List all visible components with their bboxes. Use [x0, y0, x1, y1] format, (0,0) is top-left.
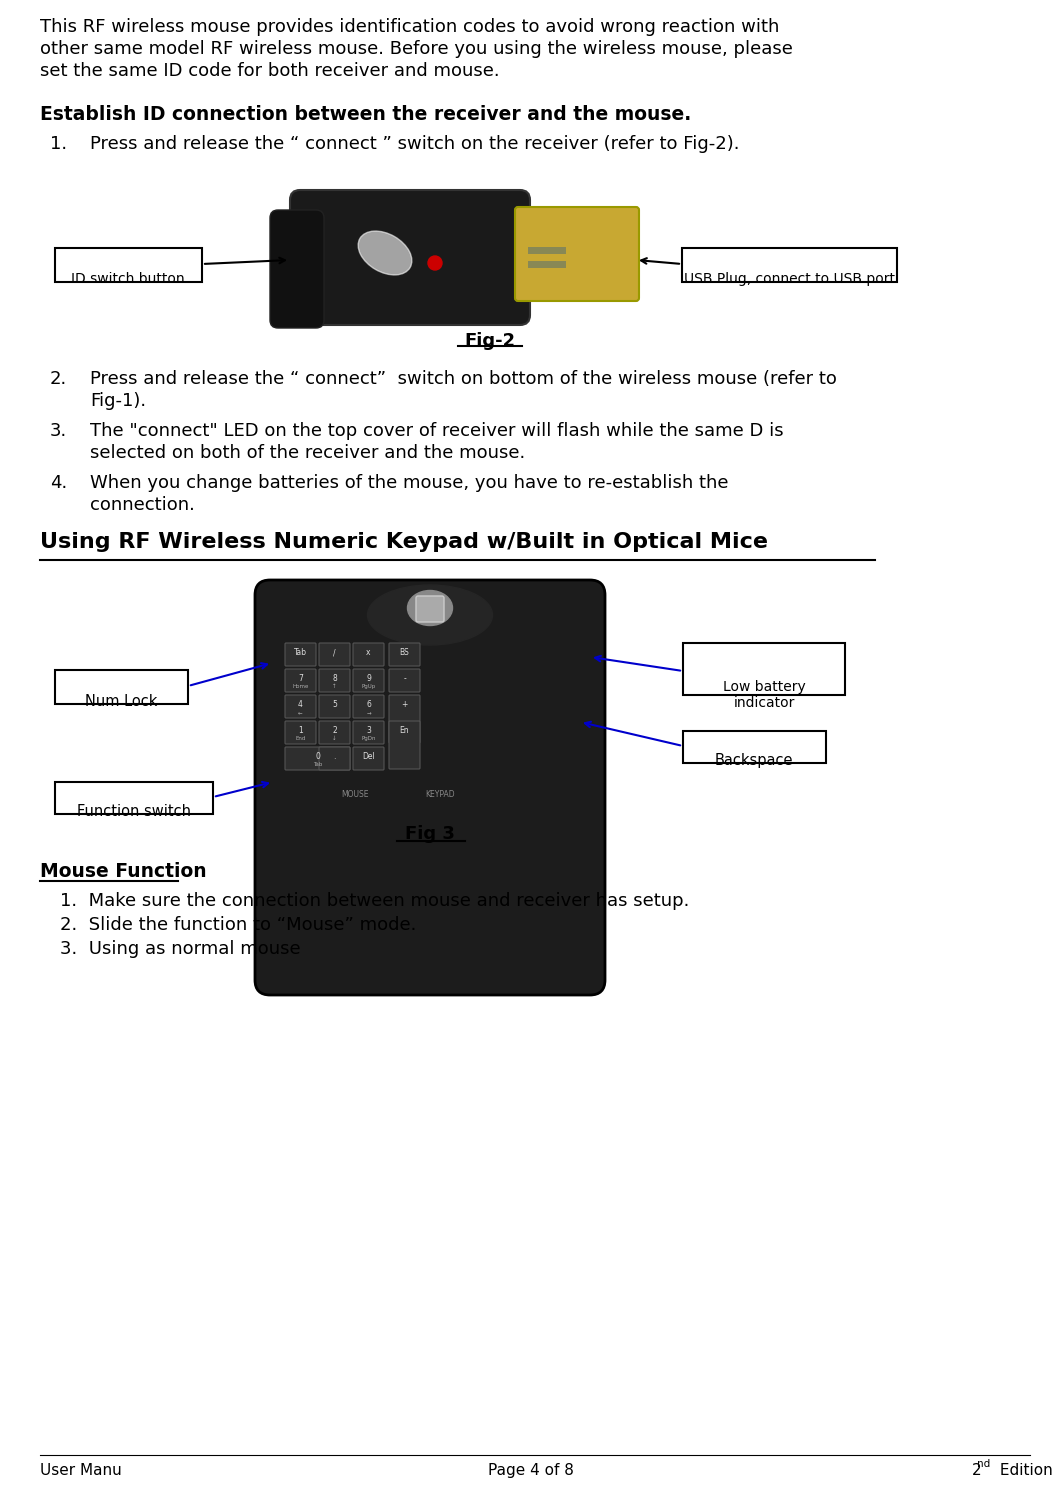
- Text: connection.: connection.: [90, 497, 195, 515]
- Text: 2.: 2.: [50, 370, 67, 388]
- Text: /: /: [333, 648, 336, 657]
- Text: Press and release the “ connect”  switch on bottom of the wireless mouse (refer : Press and release the “ connect” switch …: [90, 370, 837, 388]
- FancyBboxPatch shape: [353, 694, 384, 718]
- FancyBboxPatch shape: [319, 642, 350, 666]
- Text: .: .: [334, 752, 336, 761]
- FancyBboxPatch shape: [285, 746, 350, 770]
- Text: This RF wireless mouse provides identification codes to avoid wrong reaction wit: This RF wireless mouse provides identifi…: [40, 18, 779, 36]
- Text: PgUp: PgUp: [361, 684, 375, 688]
- Bar: [528, 262, 566, 268]
- Text: Establish ID connection between the receiver and the mouse.: Establish ID connection between the rece…: [40, 106, 691, 123]
- Text: User Manu: User Manu: [40, 1463, 122, 1478]
- Text: Tab: Tab: [294, 648, 307, 657]
- FancyBboxPatch shape: [684, 732, 826, 763]
- Text: PgDn: PgDn: [361, 736, 375, 741]
- Text: 0: 0: [315, 752, 320, 761]
- Text: End: End: [296, 736, 306, 741]
- Text: 8: 8: [332, 674, 337, 683]
- FancyBboxPatch shape: [416, 596, 444, 622]
- Text: Fig 3: Fig 3: [405, 825, 455, 843]
- Text: 5: 5: [332, 700, 337, 709]
- FancyBboxPatch shape: [514, 207, 639, 300]
- Text: Page 4 of 8: Page 4 of 8: [488, 1463, 574, 1478]
- Text: Using RF Wireless Numeric Keypad w/Built in Optical Mice: Using RF Wireless Numeric Keypad w/Built…: [40, 532, 767, 552]
- Text: Mouse Function: Mouse Function: [40, 862, 206, 880]
- FancyBboxPatch shape: [270, 210, 324, 329]
- Text: +: +: [402, 700, 408, 709]
- Text: Function switch: Function switch: [77, 804, 191, 819]
- Text: Backspace: Backspace: [714, 752, 793, 767]
- Text: 6: 6: [366, 700, 371, 709]
- FancyBboxPatch shape: [55, 671, 188, 703]
- Text: nd: nd: [977, 1459, 991, 1469]
- Text: ID switch button: ID switch button: [71, 272, 185, 286]
- Text: KEYPAD: KEYPAD: [425, 790, 455, 799]
- Text: selected on both of the receiver and the mouse.: selected on both of the receiver and the…: [90, 445, 525, 462]
- FancyBboxPatch shape: [353, 721, 384, 744]
- FancyBboxPatch shape: [319, 694, 350, 718]
- FancyBboxPatch shape: [319, 721, 350, 744]
- Text: Del: Del: [362, 752, 375, 761]
- Text: Press and release the “ connect ” switch on the receiver (refer to Fig-2).: Press and release the “ connect ” switch…: [90, 135, 740, 153]
- Text: Tab: Tab: [313, 761, 322, 767]
- FancyBboxPatch shape: [684, 642, 845, 694]
- FancyBboxPatch shape: [285, 642, 316, 666]
- FancyBboxPatch shape: [353, 669, 384, 691]
- Ellipse shape: [368, 584, 492, 645]
- FancyBboxPatch shape: [389, 694, 420, 744]
- FancyBboxPatch shape: [55, 782, 213, 813]
- Text: Home: Home: [292, 684, 308, 688]
- Text: 2.  Slide the function to “Mouse” mode.: 2. Slide the function to “Mouse” mode.: [60, 916, 417, 934]
- Text: BS: BS: [400, 648, 409, 657]
- Text: ←: ←: [299, 709, 303, 715]
- Text: Low battery
indicator: Low battery indicator: [723, 680, 806, 711]
- Ellipse shape: [358, 230, 411, 275]
- FancyBboxPatch shape: [353, 746, 384, 770]
- Text: When you change batteries of the mouse, you have to re-establish the: When you change batteries of the mouse, …: [90, 474, 728, 492]
- Text: →: →: [366, 709, 371, 715]
- Text: Num Lock: Num Lock: [85, 694, 157, 709]
- FancyBboxPatch shape: [319, 669, 350, 691]
- Text: 3: 3: [366, 726, 371, 735]
- Text: 4: 4: [298, 700, 303, 709]
- Text: Fig-1).: Fig-1).: [90, 393, 146, 410]
- Text: ↑: ↑: [332, 684, 337, 688]
- FancyBboxPatch shape: [319, 746, 350, 770]
- Text: -: -: [403, 674, 406, 683]
- Text: 3.  Using as normal mouse: 3. Using as normal mouse: [60, 940, 301, 958]
- Text: 2: 2: [332, 726, 337, 735]
- FancyBboxPatch shape: [389, 669, 420, 691]
- FancyBboxPatch shape: [389, 721, 420, 769]
- Text: En: En: [400, 726, 409, 735]
- FancyBboxPatch shape: [285, 669, 316, 691]
- Circle shape: [428, 256, 442, 271]
- Text: MOUSE: MOUSE: [341, 790, 369, 799]
- Text: 2: 2: [972, 1463, 981, 1478]
- Text: USB Plug, connect to USB port: USB Plug, connect to USB port: [684, 272, 894, 286]
- FancyBboxPatch shape: [353, 642, 384, 666]
- FancyBboxPatch shape: [290, 190, 530, 326]
- Text: 7: 7: [298, 674, 303, 683]
- FancyBboxPatch shape: [55, 248, 202, 283]
- FancyBboxPatch shape: [682, 248, 897, 283]
- FancyBboxPatch shape: [285, 694, 316, 718]
- Text: 1.: 1.: [50, 135, 67, 153]
- Text: Fig-2: Fig-2: [465, 332, 516, 349]
- FancyBboxPatch shape: [285, 721, 316, 744]
- Text: set the same ID code for both receiver and mouse.: set the same ID code for both receiver a…: [40, 62, 500, 80]
- Text: 3.: 3.: [50, 422, 67, 440]
- Text: x: x: [367, 648, 371, 657]
- Text: other same model RF wireless mouse. Before you using the wireless mouse, please: other same model RF wireless mouse. Befo…: [40, 40, 793, 58]
- FancyBboxPatch shape: [255, 580, 605, 995]
- Ellipse shape: [407, 590, 453, 626]
- FancyBboxPatch shape: [389, 642, 420, 666]
- Text: Edition: Edition: [995, 1463, 1052, 1478]
- Text: The "connect" LED on the top cover of receiver will flash while the same D is: The "connect" LED on the top cover of re…: [90, 422, 783, 440]
- Text: 1: 1: [298, 726, 303, 735]
- Text: 4.: 4.: [50, 474, 67, 492]
- Text: 9: 9: [366, 674, 371, 683]
- Text: 1.  Make sure the connection between mouse and receiver has setup.: 1. Make sure the connection between mous…: [60, 892, 690, 910]
- Text: ↓: ↓: [332, 736, 337, 741]
- Bar: [528, 247, 566, 254]
